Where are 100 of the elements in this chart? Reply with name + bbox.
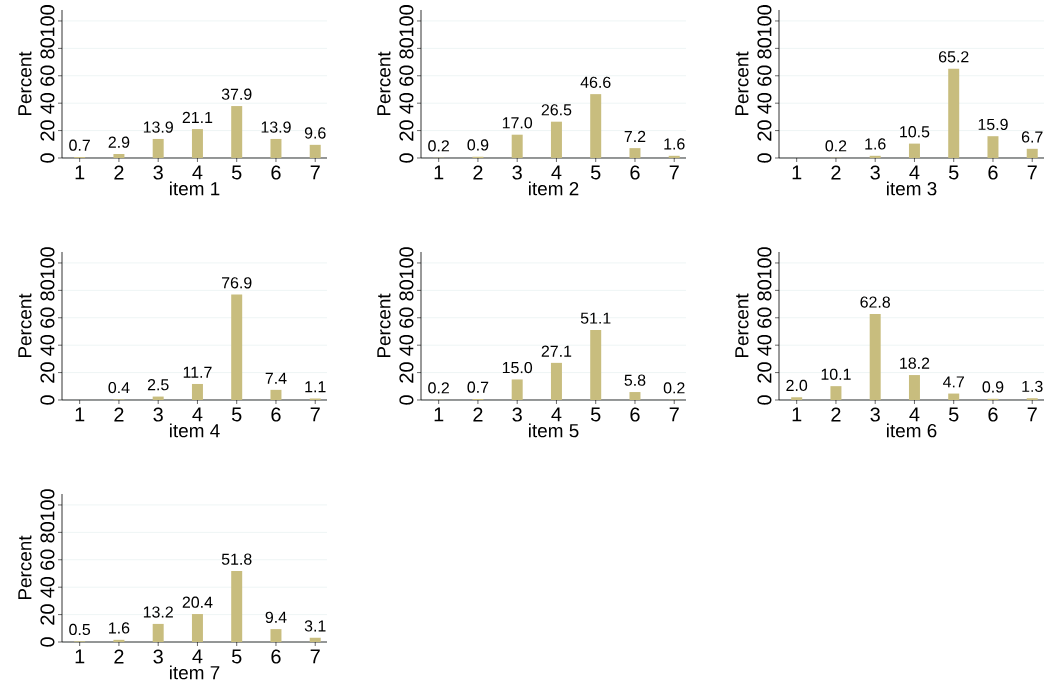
data-label: 4.7 bbox=[942, 376, 964, 388]
data-label: 21.1 bbox=[182, 111, 213, 123]
data-label: 7.4 bbox=[265, 372, 287, 384]
y-tick-label: 40 bbox=[399, 92, 414, 114]
x-tick-label: 7 bbox=[310, 649, 320, 664]
x-tick-label: 1 bbox=[75, 649, 85, 664]
data-label: 0.2 bbox=[825, 140, 847, 152]
data-label: 10.1 bbox=[821, 368, 851, 380]
y-tick-label: 20 bbox=[399, 362, 414, 383]
data-label: 26.5 bbox=[541, 104, 572, 116]
x-tick-label: 5 bbox=[590, 165, 601, 180]
y-tick-label: 80 bbox=[40, 38, 55, 59]
x-tick-label: 3 bbox=[153, 165, 163, 180]
x-tick-label: 1 bbox=[792, 165, 802, 180]
bar bbox=[869, 313, 881, 400]
data-label: 6.7 bbox=[1021, 131, 1043, 143]
bar bbox=[191, 129, 203, 158]
x-tick-label: 4 bbox=[192, 165, 203, 180]
bar bbox=[629, 392, 641, 400]
data-label: 51.1 bbox=[580, 312, 611, 324]
x-axis-title: item 7 bbox=[169, 665, 220, 680]
data-label: 37.9 bbox=[221, 88, 252, 100]
x-tick-label: 2 bbox=[114, 649, 124, 664]
y-axis-title: Percent bbox=[18, 535, 32, 600]
data-label: 0.9 bbox=[467, 139, 489, 151]
y-tick-label: 100 bbox=[40, 489, 55, 521]
x-tick-label: 4 bbox=[192, 649, 203, 664]
x-tick-label: 3 bbox=[153, 407, 163, 422]
data-label: 2.9 bbox=[108, 136, 130, 148]
y-tick-label: 100 bbox=[399, 247, 414, 279]
x-axis-title: item 6 bbox=[887, 423, 937, 438]
x-tick-label: 7 bbox=[310, 165, 320, 180]
bar bbox=[511, 134, 523, 158]
bar bbox=[908, 375, 920, 400]
y-axis-title: Percent bbox=[377, 51, 391, 116]
data-label: 1.6 bbox=[664, 138, 685, 150]
x-tick-label: 2 bbox=[831, 407, 841, 422]
y-tick-label: 80 bbox=[40, 522, 55, 543]
bar bbox=[791, 397, 803, 400]
y-tick-label: 100 bbox=[40, 5, 55, 37]
x-tick-label: 6 bbox=[988, 165, 998, 180]
data-label: 15.9 bbox=[978, 118, 1008, 131]
x-tick-label: 1 bbox=[434, 165, 444, 180]
data-label: 15.0 bbox=[502, 361, 533, 374]
bar bbox=[511, 379, 523, 400]
bar bbox=[270, 389, 282, 400]
y-tick-label: 60 bbox=[40, 65, 55, 86]
x-tick-label: 5 bbox=[590, 407, 601, 422]
x-tick-label: 2 bbox=[473, 165, 483, 180]
x-axis-title: item 2 bbox=[529, 181, 579, 196]
data-label: 46.6 bbox=[580, 76, 611, 88]
y-axis-title: Percent bbox=[18, 293, 32, 358]
y-tick-label: 80 bbox=[757, 280, 772, 301]
x-tick-label: 5 bbox=[231, 165, 242, 180]
bar bbox=[231, 294, 243, 400]
y-tick-label: 100 bbox=[757, 247, 772, 279]
bar bbox=[270, 138, 282, 158]
x-tick-label: 6 bbox=[630, 407, 640, 422]
x-tick-label: 6 bbox=[988, 407, 998, 422]
data-label: 13.9 bbox=[143, 121, 173, 133]
data-label: 13.2 bbox=[143, 606, 173, 618]
y-tick-label: 0 bbox=[399, 153, 414, 163]
y-tick-label: 40 bbox=[40, 576, 55, 598]
y-tick-label: 40 bbox=[757, 334, 772, 356]
y-tick-label: 0 bbox=[40, 637, 55, 647]
bar bbox=[231, 106, 243, 158]
data-label: 11.7 bbox=[183, 366, 212, 378]
x-axis-title: item 1 bbox=[169, 181, 220, 196]
x-tick-label: 5 bbox=[948, 165, 959, 180]
y-tick-label: 40 bbox=[399, 334, 414, 356]
x-axis-title: item 5 bbox=[529, 423, 579, 438]
y-tick-label: 20 bbox=[40, 362, 55, 383]
y-tick-label: 0 bbox=[399, 395, 414, 405]
y-tick-label: 20 bbox=[40, 120, 55, 141]
data-label: 13.9 bbox=[261, 121, 291, 133]
y-tick-label: 100 bbox=[40, 247, 55, 279]
bar bbox=[908, 143, 920, 158]
data-label: 20.4 bbox=[182, 596, 213, 608]
x-axis-title: item 4 bbox=[169, 423, 220, 438]
x-tick-label: 3 bbox=[870, 407, 880, 422]
x-tick-label: 7 bbox=[669, 407, 679, 422]
data-label: 0.2 bbox=[663, 382, 685, 394]
bar bbox=[590, 94, 602, 158]
y-tick-label: 60 bbox=[757, 307, 772, 328]
data-label: 0.9 bbox=[982, 381, 1004, 393]
bar bbox=[948, 393, 960, 400]
x-tick-label: 2 bbox=[114, 407, 124, 422]
x-tick-label: 4 bbox=[551, 407, 562, 422]
bar bbox=[191, 383, 203, 400]
data-label: 0.7 bbox=[69, 139, 90, 151]
data-label: 0.7 bbox=[467, 381, 489, 393]
bar bbox=[309, 144, 321, 158]
x-tick-label: 3 bbox=[512, 407, 522, 422]
data-label: 51.8 bbox=[221, 553, 252, 565]
x-tick-label: 5 bbox=[231, 649, 242, 664]
y-axis-title: Percent bbox=[377, 293, 391, 358]
x-tick-label: 1 bbox=[75, 407, 85, 422]
data-label: 0.2 bbox=[428, 382, 449, 394]
y-tick-label: 100 bbox=[757, 5, 772, 37]
y-tick-label: 20 bbox=[757, 362, 772, 383]
